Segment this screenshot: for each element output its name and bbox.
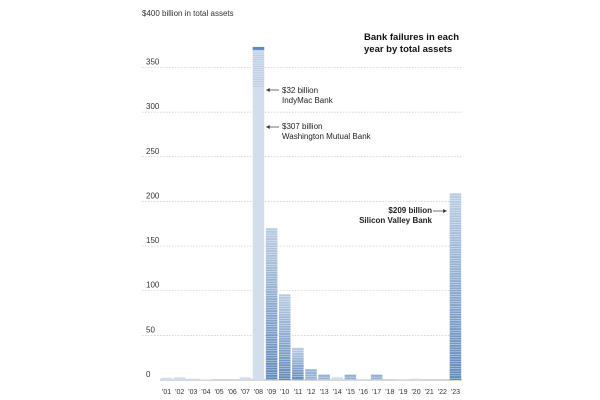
bar-y02 (173, 377, 186, 380)
x-tick-label: '08 (254, 389, 263, 396)
bar-rect (265, 228, 278, 380)
annotation-arrows (266, 88, 447, 213)
x-tick-label: '04 (201, 389, 210, 396)
annotation-wamu-value: $307 billion (282, 122, 323, 131)
x-tick-label: '12 (306, 389, 315, 396)
y-tick-label: 200 (146, 191, 160, 200)
x-tick-label: '06 (228, 389, 237, 396)
bar-rect (239, 377, 252, 380)
bar-y09 (265, 228, 278, 380)
bar-y20 (410, 378, 422, 380)
x-tick-label: '09 (267, 389, 276, 396)
bar-rect (292, 347, 304, 380)
arrow-svb-head (443, 209, 447, 213)
bar-rect (449, 193, 462, 380)
bar-y16 (357, 379, 370, 380)
x-tick-label: '13 (320, 389, 329, 396)
bar-rect (187, 378, 199, 380)
bar-rect (173, 377, 186, 380)
arrow-wamu-head (266, 125, 270, 129)
x-tick-label: '01 (162, 389, 171, 396)
bar-y13 (318, 374, 330, 380)
bar-rect (252, 46, 265, 380)
annotation-wamu: $307 billion Washington Mutual Bank (282, 122, 371, 142)
bar-y03 (187, 378, 199, 380)
y-tick-label: 0 (146, 370, 151, 379)
annotation-indymac: $32 billion IndyMac Bank (282, 86, 333, 106)
bar-y08 (252, 46, 265, 380)
bars (160, 46, 462, 380)
annotation-svb: $209 billion Silicon Valley Bank (340, 206, 432, 226)
x-tick-label: '19 (398, 389, 407, 396)
x-tick-label: '18 (385, 389, 394, 396)
bar-rect (305, 369, 317, 380)
bar-rect (410, 378, 422, 380)
bar-rect (331, 377, 344, 380)
chart-title-line-2: year by total assets (364, 44, 453, 55)
bar-y17 (370, 374, 383, 380)
x-tick-label: '03 (188, 389, 197, 396)
annotation-indymac-name: IndyMac Bank (282, 96, 333, 105)
x-tick-label: '11 (294, 389, 303, 396)
chart-title-line-1: Bank failures in each (364, 32, 460, 43)
x-tick-label: '10 (280, 389, 289, 396)
bar-y12 (305, 369, 317, 380)
y-axis-unit-label: $400 billion in total assets (142, 9, 234, 18)
x-tick-label: '16 (359, 389, 368, 396)
bar-y15 (344, 374, 357, 380)
bar-y07 (239, 377, 252, 380)
x-tick-label: '15 (346, 389, 355, 396)
annotation-svb-name: Silicon Valley Bank (359, 216, 432, 225)
x-tick-label: '21 (425, 389, 434, 396)
y-tick-label: 300 (146, 102, 160, 111)
bar-rect (278, 294, 291, 380)
y-tick-labels: 0 50 100 150 200 250 300 350 (146, 57, 160, 379)
y-tick-label: 50 (146, 325, 155, 334)
y-tick-label: 100 (146, 281, 160, 290)
bar-rect (357, 379, 370, 380)
bar-y23 (449, 193, 462, 380)
annotation-indymac-value: $32 billion (282, 86, 319, 95)
x-tick-labels: '01 '02 '03 '04 '05 '06 '07 '08 '09 '10 '11'12 '13 '… (162, 389, 460, 396)
y-tick-label: 350 (146, 57, 160, 66)
x-tick-label: '17 (372, 389, 381, 396)
bar-cap (252, 46, 265, 50)
x-tick-label: '07 (241, 389, 250, 396)
x-tick-label: '14 (333, 389, 342, 396)
chart-title: Bank failures in each year by total asse… (364, 32, 484, 56)
bar-y01 (160, 377, 173, 380)
annotation-svb-value: $209 billion (388, 206, 432, 215)
x-tick-label: '20 (411, 389, 420, 396)
x-tick-label: '23 (451, 389, 460, 396)
y-tick-label: 150 (146, 236, 160, 245)
bar-y10 (278, 294, 291, 380)
x-tick-label: '22 (438, 389, 447, 396)
x-tick-label: '05 (215, 389, 224, 396)
y-tick-label: 250 (146, 147, 160, 156)
bar-y11 (292, 347, 304, 380)
annotation-wamu-name: Washington Mutual Bank (282, 132, 371, 141)
bar-rect (160, 377, 173, 380)
arrow-indymac-head (266, 88, 270, 92)
x-tick-label: '02 (175, 389, 184, 396)
bar-y14 (331, 377, 344, 380)
